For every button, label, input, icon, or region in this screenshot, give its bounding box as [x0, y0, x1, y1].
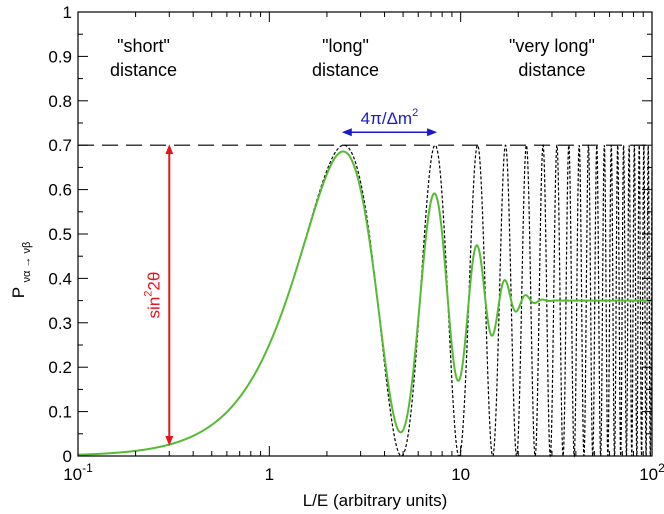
region-label: "short" [117, 36, 170, 56]
y-tick-label: 1 [63, 3, 72, 22]
x-axis-label: L/E (arbitrary units) [303, 491, 448, 510]
y-axis-label-p: P [9, 287, 28, 298]
region-label-distance: distance [110, 60, 177, 80]
x-tick-label: 102 [639, 461, 664, 484]
y-tick-label: 0.8 [48, 92, 72, 111]
annotations-layer: "short" distance "long" distance "very long"… [78, 36, 652, 446]
y-tick-label: 0.9 [48, 47, 72, 66]
y-tick-label: 0.1 [48, 403, 72, 422]
y-tick-label: 0.2 [48, 358, 72, 377]
y-axis-label-subscript: να → νβ [21, 242, 33, 283]
y-tick-label: 0.7 [48, 136, 72, 155]
region-label: "long" [322, 36, 369, 56]
x-tick-label: 10-1 [63, 461, 93, 484]
x-tick-label: 1 [265, 465, 274, 484]
x-tick-label: 10 [451, 465, 470, 484]
region-label: "very long" [509, 36, 595, 56]
averaged-probability-curve [78, 150, 652, 456]
ticks-layer: 0 0.1 0.2 0.3 0.4 0.5 0.6 0.7 0.8 0.9 1 10-1 1 10 102 [48, 3, 664, 484]
y-tick-label: 0.6 [48, 181, 72, 200]
amplitude-label: sin22θ [142, 272, 163, 319]
y-tick-label: 0 [63, 447, 72, 466]
y-tick-label: 0.3 [48, 314, 72, 333]
region-label-distance: distance [518, 60, 585, 80]
curves-layer [78, 143, 653, 458]
y-tick-label: 0.5 [48, 225, 72, 244]
region-label-distance: distance [312, 60, 379, 80]
y-tick-label: 0.4 [48, 269, 72, 288]
period-label: 4π/Δm2 [361, 107, 419, 128]
y-axis-label: P να → νβ [9, 242, 33, 299]
